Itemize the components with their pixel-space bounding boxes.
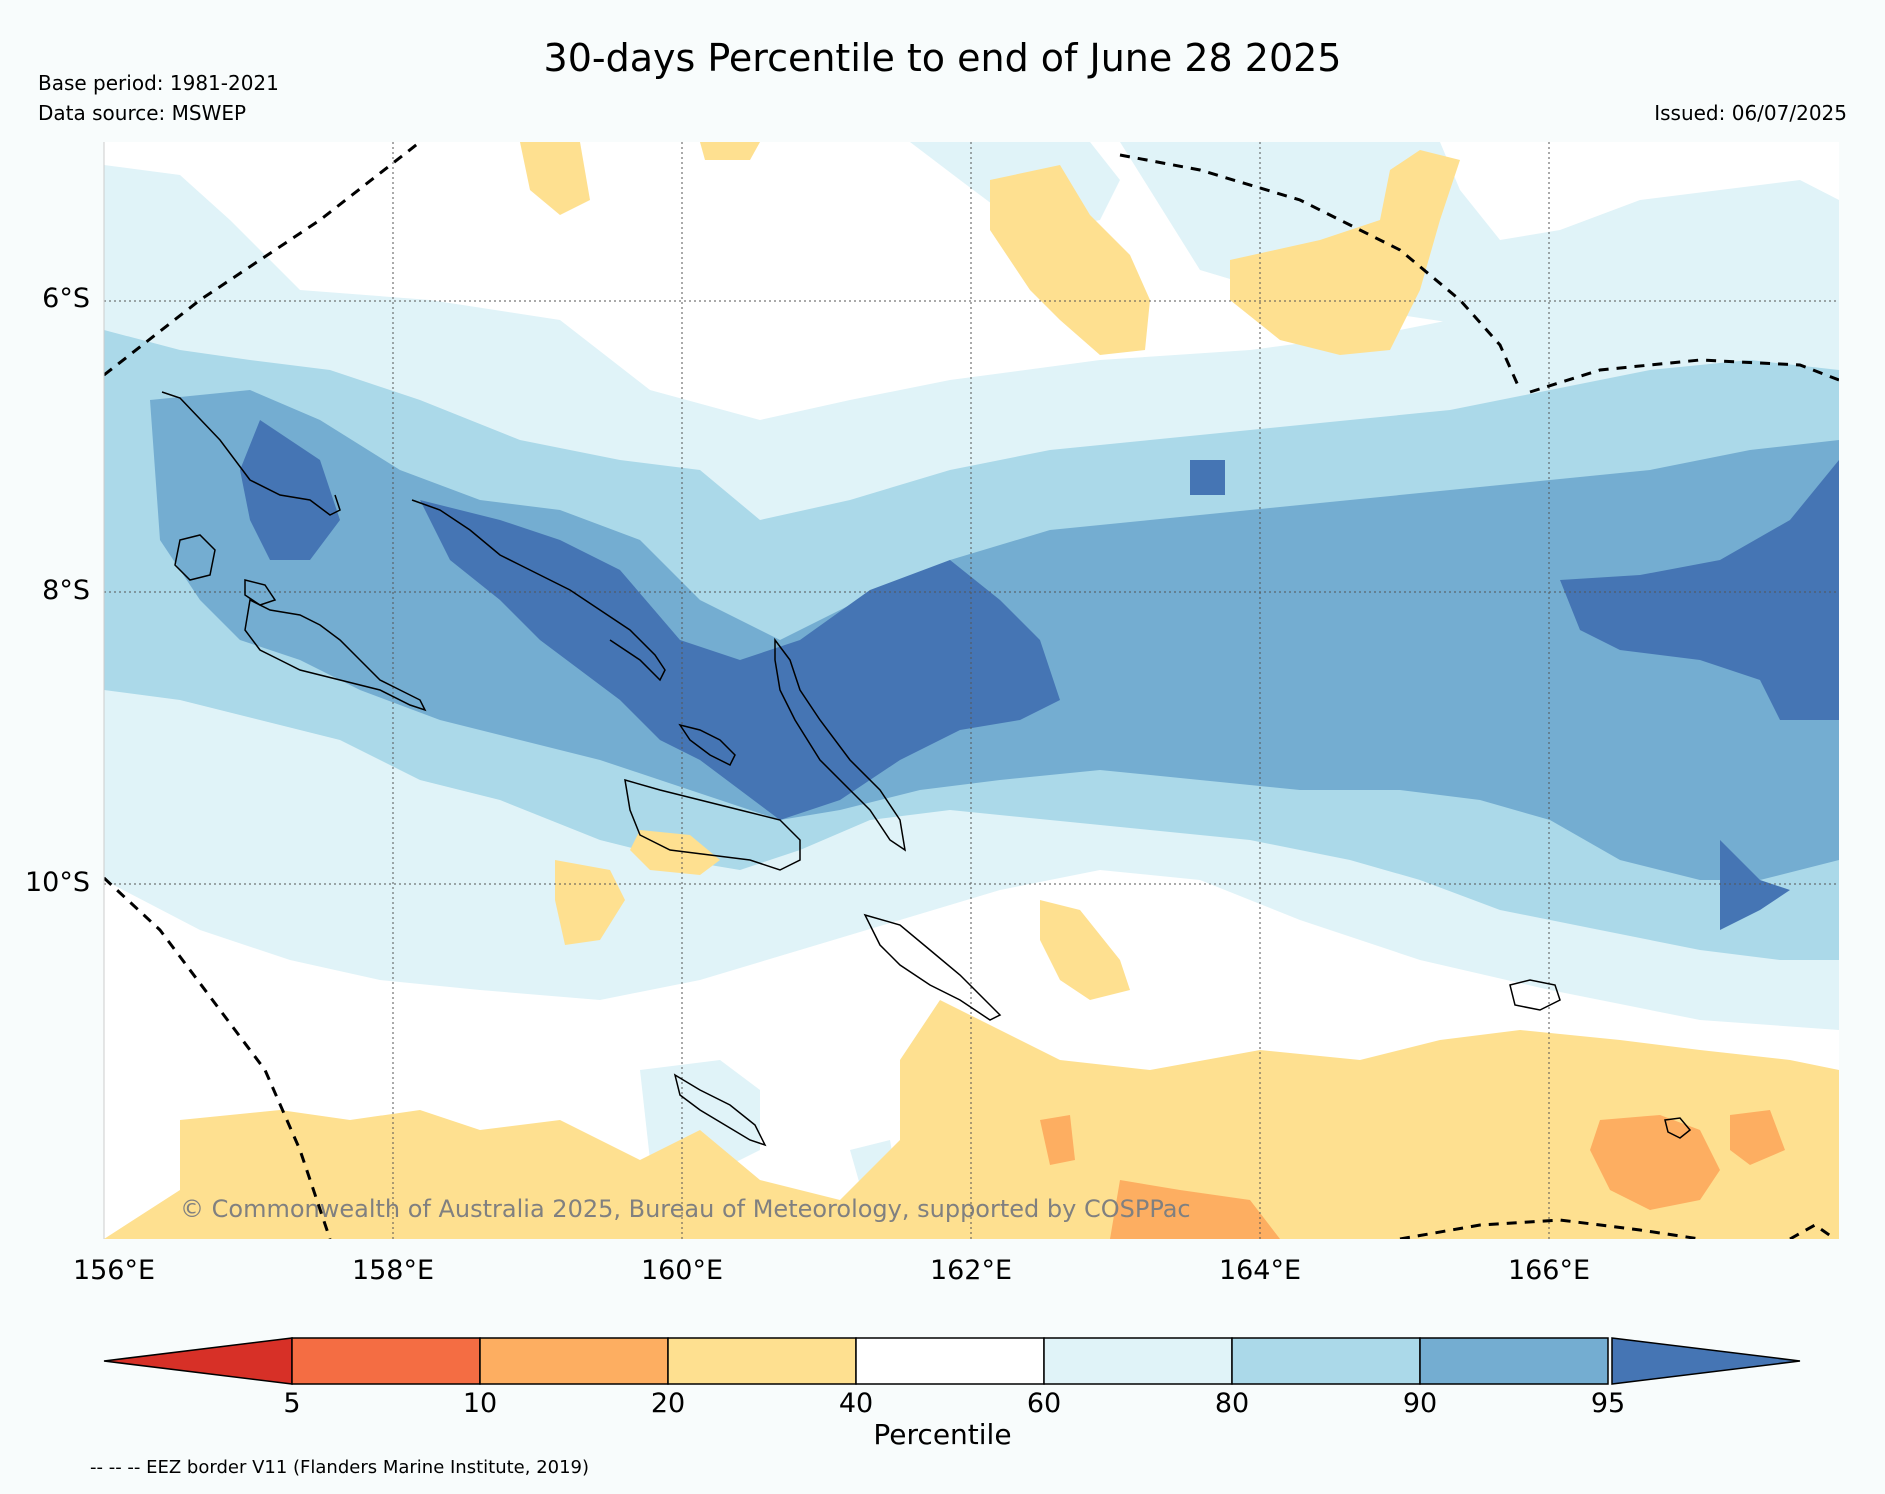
copyright-notice: © Commonwealth of Australia 2025, Bureau…: [180, 1195, 1191, 1223]
colorbar-tick: 40: [838, 1388, 874, 1419]
band-20-40-south: [104, 1000, 1839, 1239]
lat-label-8s: 8°S: [42, 575, 90, 606]
band-above-95-spot: [1190, 460, 1225, 495]
coastline-small-1: [244, 579, 277, 606]
eez-border-se2: [1789, 1223, 1836, 1239]
coastline-vanikoro: [1664, 1117, 1692, 1139]
coastline-shortland: [174, 534, 216, 581]
band-20-40-top2: [700, 142, 760, 160]
colorbar-tick: 90: [1402, 1388, 1438, 1419]
lon-label-158e: 158°E: [351, 1255, 435, 1286]
lon-label-156e: 156°E: [72, 1255, 156, 1286]
colorbar-extend-high: [1611, 1337, 1801, 1385]
base-period-note: Base period: 1981-2021: [38, 71, 279, 95]
data-source-note: Data source: MSWEP: [38, 101, 247, 125]
lon-label-162e: 162°E: [929, 1255, 1013, 1286]
colorbar-swatch-20-40: [667, 1337, 857, 1385]
coastline-rennell: [1509, 979, 1561, 1011]
lon-label-160e: 160°E: [640, 1255, 724, 1286]
coastline-florida: [678, 723, 736, 767]
band-20-40-spot3: [1040, 900, 1130, 1000]
colorbar: [103, 1337, 1801, 1385]
coastline-makira: [673, 1073, 767, 1147]
coastline-santa-isabel: [774, 637, 907, 852]
band-10-20-spot: [1040, 1115, 1075, 1165]
colorbar-extend-low: [103, 1337, 293, 1385]
band-10-20: [1590, 1115, 1720, 1210]
colorbar-tick: 10: [462, 1388, 498, 1419]
lon-label-164e: 164°E: [1218, 1255, 1302, 1286]
colorbar-tick: 20: [650, 1388, 686, 1419]
colorbar-swatch-80-90: [1231, 1337, 1421, 1385]
colorbar-tick: 80: [1214, 1388, 1250, 1419]
lon-label-166e: 166°E: [1507, 1255, 1591, 1286]
band-20-40-spot2: [555, 860, 625, 945]
colorbar-swatch-90-95: [1419, 1337, 1609, 1385]
colorbar-tick: 5: [283, 1388, 301, 1419]
coastline-bougainville: [161, 391, 341, 516]
eez-border-sw: [104, 876, 332, 1239]
coastline-guadalcanal: [624, 778, 801, 871]
band-20-40-ne: [990, 165, 1150, 355]
lat-label-10s: 10°S: [25, 867, 90, 898]
eez-borders: [104, 142, 1839, 1239]
coastline-malaita: [863, 913, 1002, 1021]
issued-date: Issued: 06/07/2025: [1654, 101, 1847, 125]
band-above-95-central: [420, 500, 1060, 820]
band-10-20-s: [1110, 1180, 1280, 1239]
band-above-95: [240, 420, 340, 560]
colorbar-tick: 95: [1590, 1388, 1626, 1419]
colorbar-tick: 60: [1026, 1388, 1062, 1419]
graticule: [104, 142, 1839, 1239]
band-20-40-ne2: [1230, 150, 1460, 355]
colorbar-label: Percentile: [873, 1418, 1012, 1451]
eez-border-se: [1399, 1218, 1701, 1239]
eez-border-ne: [1119, 153, 1522, 391]
colorbar-swatch-60-80: [1043, 1337, 1233, 1385]
coastline-choiseul: [411, 499, 666, 682]
lat-label-6s: 6°S: [42, 283, 90, 314]
map-title: 30-days Percentile to end of June 28 202…: [543, 36, 1342, 80]
eez-legend-note: -- -- -- EEZ border V11 (Flanders Marine…: [90, 1457, 590, 1478]
percentile-map: [104, 142, 1839, 1239]
band-above-95-east: [1560, 460, 1839, 720]
colorbar-swatch-10-20: [479, 1337, 669, 1385]
coastlines: [161, 391, 1692, 1147]
band-10-20-spot2: [1730, 1110, 1785, 1165]
band-20-40-top: [520, 142, 590, 215]
colorbar-swatch-40-60: [855, 1337, 1045, 1385]
coastline-new-georgia: [244, 598, 427, 712]
colorbar-swatch-5-10: [291, 1337, 481, 1385]
eez-border-nw: [104, 142, 421, 377]
band-above-95-se: [1720, 840, 1790, 930]
